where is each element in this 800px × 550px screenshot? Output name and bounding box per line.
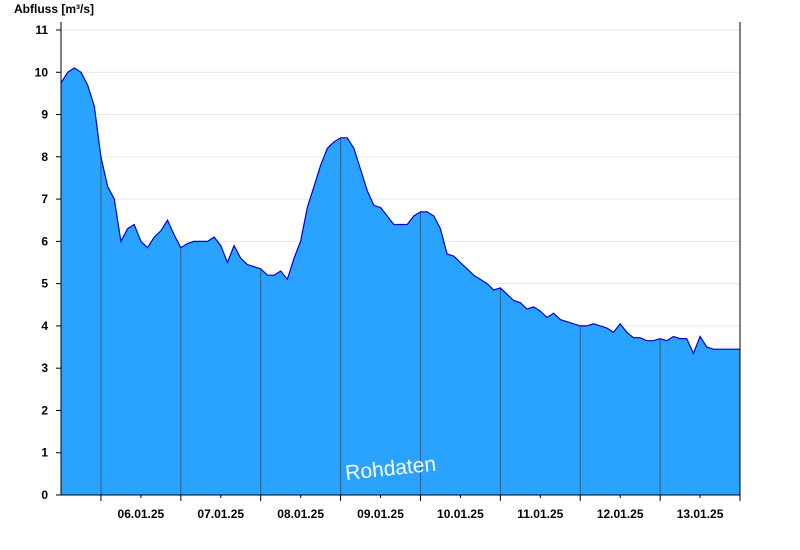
y-tick-label: 4 <box>41 319 48 333</box>
x-tick-label: 13.01.25 <box>677 507 724 521</box>
y-tick-label: 8 <box>41 150 48 164</box>
y-tick-label: 1 <box>41 446 48 460</box>
y-tick-label: 0 <box>41 488 48 502</box>
y-ticks: 0 1 2 3 4 5 6 7 8 9 10 11 <box>35 23 61 502</box>
x-tick-label: 06.01.25 <box>118 507 165 521</box>
plot-area <box>60 67 740 495</box>
y-tick-label: 6 <box>41 234 48 248</box>
y-tick-label: 3 <box>41 361 48 375</box>
day-separators <box>100 137 661 495</box>
y-axis-title: Abfluss [m³/s] <box>14 2 94 16</box>
x-tick-label: 12.01.25 <box>597 507 644 521</box>
y-tick-label: 9 <box>41 108 48 122</box>
x-tick-label: 08.01.25 <box>277 507 324 521</box>
axes <box>60 22 741 496</box>
x-tick-label: 11.01.25 <box>517 507 563 521</box>
y-tick-label: 10 <box>35 65 49 79</box>
y-tick-label: 5 <box>41 277 48 291</box>
x-tick-label: 10.01.25 <box>437 507 484 521</box>
discharge-area <box>61 68 740 495</box>
x-tick-label: 09.01.25 <box>357 507 404 521</box>
y-tick-label: 7 <box>41 192 48 206</box>
y-tick-label: 2 <box>41 403 48 417</box>
discharge-line <box>60 67 740 355</box>
y-tick-label: 11 <box>35 23 48 37</box>
x-ticks: 06.01.25 07.01.25 08.01.25 09.01.25 10.01.25… <box>100 495 741 521</box>
x-tick-label: 07.01.25 <box>197 507 244 521</box>
